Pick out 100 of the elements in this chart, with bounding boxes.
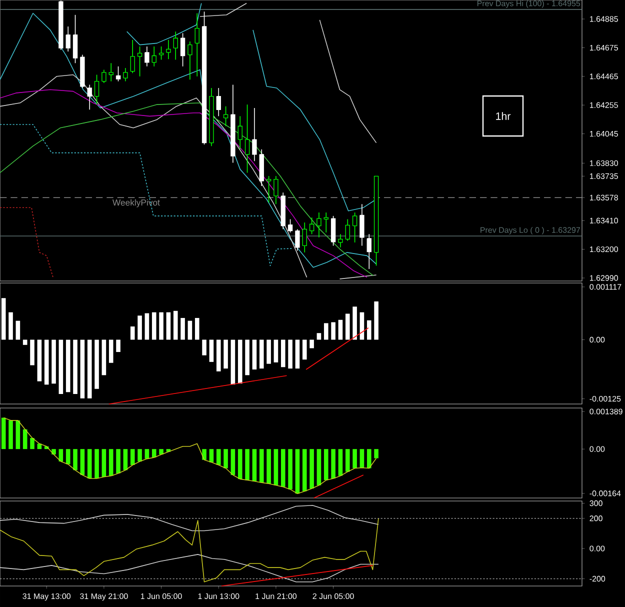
bar (245, 449, 250, 480)
candlestick (360, 204, 364, 246)
candlestick (266, 176, 272, 203)
x-tick-label: 31 May 13:00 (22, 593, 71, 601)
bar (152, 312, 156, 340)
candlestick (252, 108, 257, 162)
candlestick (330, 216, 336, 246)
bar (331, 322, 336, 340)
bar (209, 449, 214, 462)
bar (73, 340, 78, 394)
y-tick-label: 1.63410 (590, 218, 618, 224)
bar (216, 340, 221, 372)
bar (180, 318, 185, 340)
bar (138, 316, 142, 340)
bar (302, 340, 307, 360)
candlestick (288, 218, 293, 233)
candlestick (144, 46, 150, 67)
bar (310, 340, 314, 348)
bar (324, 323, 328, 340)
bar (202, 340, 206, 356)
y-tick-label: 1.64675 (590, 44, 618, 51)
bar (73, 449, 78, 470)
y-tick-label: -0.00125 (590, 396, 621, 402)
y-tick-label: 0.00 (590, 336, 605, 343)
bar (80, 449, 85, 476)
candlestick (166, 40, 171, 60)
x-tick-label: 1 Jun 21:00 (256, 593, 297, 600)
candlestick (302, 222, 307, 253)
bar (44, 340, 49, 385)
x-tick-label: 31 May 21:00 (80, 593, 128, 601)
candlestick (123, 68, 128, 82)
bar (30, 340, 34, 366)
bar (316, 449, 322, 486)
candlestick (274, 176, 278, 205)
candlestick (352, 212, 358, 243)
bar (274, 449, 278, 486)
bar (87, 340, 92, 398)
bar (16, 320, 20, 340)
bar (130, 449, 135, 466)
bar (288, 449, 292, 490)
bar (324, 449, 328, 480)
x-tick-label: 1 Jun 05:00 (140, 593, 182, 600)
bar (238, 449, 242, 480)
candlestick (137, 46, 142, 77)
bar (66, 449, 70, 464)
bar (58, 449, 64, 462)
y-tick-label: 1.63830 (590, 160, 618, 166)
bar (374, 301, 378, 340)
bar (238, 340, 242, 384)
bar (295, 340, 300, 369)
y-tick-label: 1.64885 (590, 16, 618, 22)
bar (224, 340, 228, 369)
y-tick-label: 0.001117 (590, 284, 622, 290)
bar (94, 449, 99, 479)
bar (310, 449, 314, 489)
y-tick-label: 300 (590, 500, 602, 506)
bar (116, 449, 120, 474)
bar (295, 449, 300, 494)
y-tick-label: 1.64045 (590, 130, 618, 137)
candlestick (173, 31, 178, 60)
candlestick (188, 41, 192, 80)
bar (252, 449, 257, 482)
bar (30, 438, 34, 450)
bar (144, 313, 150, 340)
candlestick (316, 212, 322, 238)
ref-line-label: WeeklyPivot (112, 199, 160, 208)
candlestick (345, 218, 350, 242)
candlestick (324, 212, 328, 233)
bar (216, 449, 221, 466)
y-tick-label: 1.64255 (590, 102, 618, 108)
candlestick (116, 66, 121, 82)
bar (230, 449, 236, 476)
candlestick (366, 234, 372, 270)
bar (331, 449, 336, 479)
y-tick-label: 0.00 (590, 546, 605, 552)
bar (66, 340, 70, 392)
candlestick (309, 217, 314, 235)
bar (280, 340, 286, 368)
candlestick (152, 46, 156, 67)
y-tick-label: 1.64465 (590, 74, 618, 80)
candlestick (180, 32, 186, 67)
candlestick (223, 106, 228, 127)
bar (80, 340, 85, 398)
bar (316, 333, 322, 340)
bar (224, 449, 228, 468)
bar (58, 340, 64, 394)
bar (152, 449, 156, 458)
bar (94, 340, 99, 389)
bar (138, 449, 142, 462)
bar (108, 449, 114, 476)
bar (345, 449, 350, 472)
candlestick (87, 84, 92, 110)
bar (144, 449, 150, 459)
candlestick (338, 234, 343, 248)
bar (374, 449, 378, 458)
y-tick-label: 0.001389 (590, 408, 622, 414)
y-tick-label: 1.63200 (590, 246, 618, 252)
bar (360, 449, 364, 468)
ref-line-label: Prev Days Hi (100) - 1.64955 (477, 0, 580, 8)
bar (338, 449, 343, 476)
